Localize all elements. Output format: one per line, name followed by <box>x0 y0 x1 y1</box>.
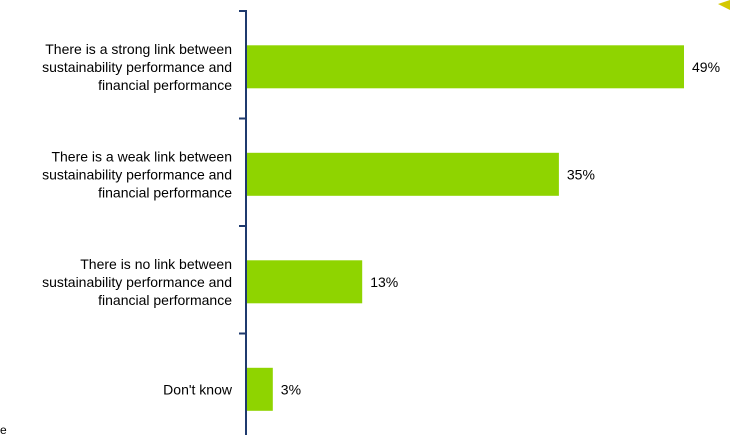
category-label-3-line-1: There is no link between <box>80 256 232 272</box>
category-label-3-line-2: sustainability performance and <box>42 274 232 290</box>
clipped-edge-text: e <box>0 423 7 435</box>
value-label-3: 13% <box>370 274 398 290</box>
labels-layer: 49% There is a strong link between sustain… <box>42 41 720 397</box>
corner-mark <box>718 0 730 10</box>
bar-2 <box>246 152 559 196</box>
bar-3 <box>246 260 363 304</box>
bars-layer <box>246 45 684 411</box>
axis-layer <box>239 10 247 435</box>
category-label-4-line-1: Don't know <box>163 381 233 397</box>
value-label-1: 49% <box>692 59 720 75</box>
category-label-3-line-3: financial performance <box>98 292 232 308</box>
bar-1 <box>246 45 684 89</box>
category-label-1-line-2: sustainability performance and <box>42 59 232 75</box>
value-label-2: 35% <box>567 166 595 182</box>
category-label-1-line-1: There is a strong link between <box>45 41 232 57</box>
category-label-1-line-3: financial performance <box>98 77 232 93</box>
category-label-2-line-2: sustainability performance and <box>42 166 232 182</box>
category-label-2-line-3: financial performance <box>98 184 232 200</box>
bar-4 <box>246 367 273 411</box>
category-label-2-line-1: There is a weak link between <box>51 148 232 164</box>
value-label-4: 3% <box>281 381 301 397</box>
